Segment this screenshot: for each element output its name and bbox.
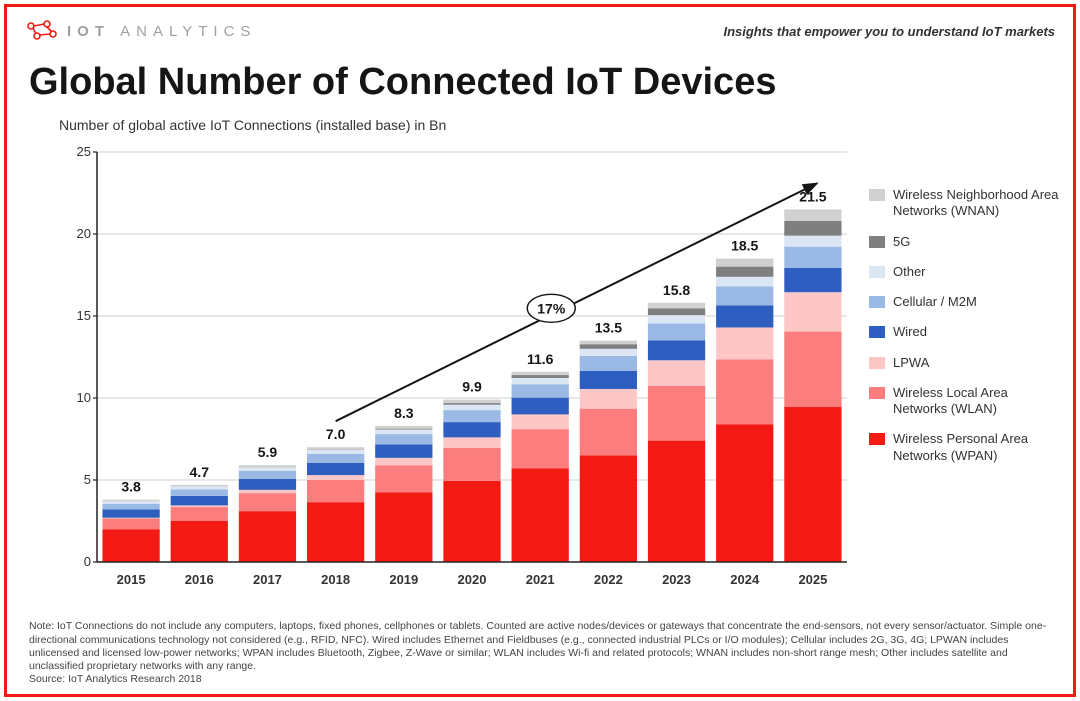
legend-label: LPWA <box>893 355 1059 371</box>
legend-item: LPWA <box>869 355 1059 371</box>
chart-subtitle: Number of global active IoT Connections … <box>59 117 446 133</box>
legend-label: Wireless Personal Area Networks (WPAN) <box>893 431 1059 464</box>
svg-text:5.9: 5.9 <box>258 444 278 460</box>
legend-swatch <box>869 296 885 308</box>
legend-item: Other <box>869 264 1059 280</box>
svg-text:2022: 2022 <box>594 572 623 587</box>
svg-text:5: 5 <box>84 472 91 487</box>
legend-label: Cellular / M2M <box>893 294 1059 310</box>
legend-swatch <box>869 189 885 201</box>
legend-swatch <box>869 326 885 338</box>
svg-text:9.9: 9.9 <box>462 379 482 395</box>
tagline: Insights that empower you to understand … <box>723 24 1055 39</box>
svg-text:2024: 2024 <box>730 572 760 587</box>
logo-light: ANALYTICS <box>120 23 256 40</box>
svg-text:2025: 2025 <box>798 572 827 587</box>
svg-text:3.8: 3.8 <box>121 479 141 495</box>
legend-item: Wireless Local Area Networks (WLAN) <box>869 385 1059 418</box>
page-frame: IOT ANALYTICS Insights that empower you … <box>4 4 1076 697</box>
svg-text:20: 20 <box>77 226 91 241</box>
svg-text:7.0: 7.0 <box>326 426 346 442</box>
legend-swatch <box>869 387 885 399</box>
svg-text:11.6: 11.6 <box>527 351 554 367</box>
logo-bold: IOT <box>67 23 110 40</box>
logo-icon <box>25 20 59 42</box>
svg-text:17%: 17% <box>537 300 566 316</box>
legend-swatch <box>869 357 885 369</box>
legend-item: Wireless Personal Area Networks (WPAN) <box>869 431 1059 464</box>
svg-text:2023: 2023 <box>662 572 691 587</box>
legend-item: 5G <box>869 234 1059 250</box>
legend-label: Other <box>893 264 1059 280</box>
legend-item: Cellular / M2M <box>869 294 1059 310</box>
legend-swatch <box>869 236 885 248</box>
svg-text:2017: 2017 <box>253 572 282 587</box>
header: IOT ANALYTICS Insights that empower you … <box>25 17 1055 45</box>
legend-swatch <box>869 433 885 445</box>
svg-text:0: 0 <box>84 554 91 569</box>
chart: 05101520253.820154.720165.920177.020188.… <box>57 142 857 592</box>
note-text: Note: IoT Connections do not include any… <box>29 620 1046 671</box>
svg-text:8.3: 8.3 <box>394 405 414 421</box>
svg-text:2015: 2015 <box>117 572 146 587</box>
svg-text:4.7: 4.7 <box>190 464 210 480</box>
brand-logo: IOT ANALYTICS <box>25 20 256 42</box>
svg-text:2019: 2019 <box>389 572 418 587</box>
page-title: Global Number of Connected IoT Devices <box>29 61 776 104</box>
svg-text:2016: 2016 <box>185 572 214 587</box>
svg-text:2018: 2018 <box>321 572 350 587</box>
legend-item: Wireless Neighborhood Area Networks (WNA… <box>869 187 1059 220</box>
svg-text:15.8: 15.8 <box>663 282 690 298</box>
svg-text:25: 25 <box>77 144 91 159</box>
svg-text:2021: 2021 <box>526 572 555 587</box>
legend: Wireless Neighborhood Area Networks (WNA… <box>869 187 1059 464</box>
svg-text:2020: 2020 <box>458 572 487 587</box>
legend-label: Wireless Neighborhood Area Networks (WNA… <box>893 187 1059 220</box>
legend-label: Wired <box>893 324 1059 340</box>
source-text: Source: IoT Analytics Research 2018 <box>29 673 202 685</box>
legend-label: Wireless Local Area Networks (WLAN) <box>893 385 1059 418</box>
svg-text:15: 15 <box>77 308 91 323</box>
svg-text:13.5: 13.5 <box>595 320 622 336</box>
footnote: Note: IoT Connections do not include any… <box>29 620 1051 686</box>
legend-label: 5G <box>893 234 1059 250</box>
svg-text:10: 10 <box>77 390 91 405</box>
svg-text:18.5: 18.5 <box>731 238 758 254</box>
legend-swatch <box>869 266 885 278</box>
legend-item: Wired <box>869 324 1059 340</box>
